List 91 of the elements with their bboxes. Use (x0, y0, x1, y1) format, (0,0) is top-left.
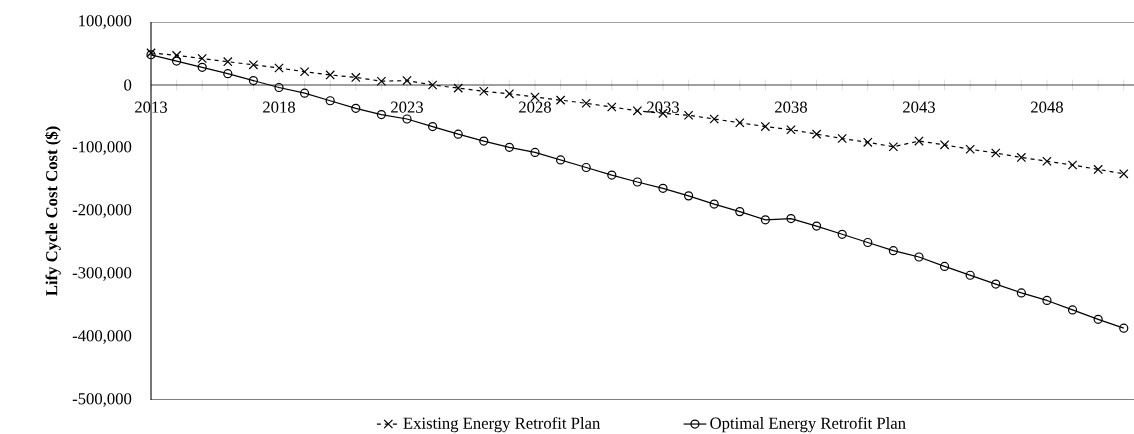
point (427, 80, 438, 90)
legend-label: Existing Energy Retrofit Plan (403, 416, 601, 433)
x-tick-label: 2018 (263, 101, 296, 113)
point (888, 141, 899, 152)
point (325, 96, 335, 106)
point (197, 62, 207, 72)
point (991, 279, 1001, 289)
point (351, 72, 361, 83)
x-tick-label: 2028 (519, 101, 552, 113)
point (351, 103, 361, 113)
point (811, 129, 822, 139)
point (914, 136, 924, 146)
point (863, 137, 873, 148)
point (863, 237, 873, 248)
y-tick-label: -200,000 (72, 204, 132, 218)
point (939, 261, 950, 272)
point (991, 148, 1001, 158)
point (453, 83, 463, 93)
point (632, 106, 643, 116)
point (274, 82, 284, 93)
point (376, 76, 387, 86)
point (555, 95, 566, 105)
point (683, 110, 694, 120)
point (914, 252, 924, 262)
point (837, 133, 847, 144)
point (223, 56, 233, 67)
point (325, 70, 335, 80)
point (376, 110, 386, 120)
point (888, 246, 898, 256)
point (1119, 323, 1129, 333)
point (581, 162, 591, 173)
point (402, 114, 412, 124)
point (1093, 314, 1103, 324)
legend-label: Optimal Energy Retrofit Plan (710, 416, 906, 433)
point (632, 177, 642, 187)
point (786, 124, 796, 135)
point (1067, 160, 1078, 170)
x-tick-label: 2048 (1031, 101, 1063, 113)
point (1119, 169, 1129, 179)
y-axis-title: Lify Cycle Cost Cost ($) (45, 126, 61, 296)
point (709, 114, 719, 124)
point (1016, 288, 1026, 298)
point (1016, 152, 1027, 163)
point (658, 183, 668, 193)
point (786, 213, 796, 224)
point (504, 89, 515, 99)
point (939, 140, 950, 150)
point (581, 98, 591, 109)
point (1067, 305, 1078, 315)
x-tick-label: 2043 (903, 101, 935, 113)
point (299, 67, 310, 77)
point (760, 215, 770, 225)
y-tick-label: -500,000 (72, 393, 132, 407)
point (479, 136, 489, 146)
point (760, 121, 771, 132)
point (735, 118, 745, 128)
point (248, 75, 259, 86)
point (402, 75, 412, 86)
point (453, 129, 463, 139)
point (197, 53, 207, 64)
y-tick-label: 0 (124, 79, 132, 91)
point (248, 60, 259, 70)
point (479, 86, 489, 97)
point (530, 92, 540, 102)
point (223, 69, 233, 79)
point (428, 121, 438, 132)
x-tick-label: 2013 (135, 101, 168, 113)
y-tick-label: 100,000 (79, 15, 132, 29)
y-tick-label: -400,000 (72, 330, 132, 344)
point (683, 191, 694, 201)
point (965, 144, 975, 154)
point (530, 147, 540, 157)
point (1093, 164, 1103, 175)
point (504, 142, 514, 152)
y-tick-label: -300,000 (72, 267, 132, 281)
point (1042, 156, 1052, 166)
point (607, 102, 617, 112)
point (1042, 295, 1052, 306)
point (811, 221, 822, 231)
point (300, 88, 310, 98)
point (709, 199, 719, 209)
point (735, 207, 745, 217)
point (837, 229, 847, 239)
x-tick-label: 2033 (647, 101, 679, 113)
point (965, 270, 975, 280)
x-tick-label: 2023 (391, 101, 424, 113)
x-tick-label: 2038 (775, 101, 808, 113)
y-tick-label: -100,000 (72, 141, 132, 155)
point (607, 170, 617, 180)
point (555, 155, 566, 165)
point (274, 63, 284, 73)
